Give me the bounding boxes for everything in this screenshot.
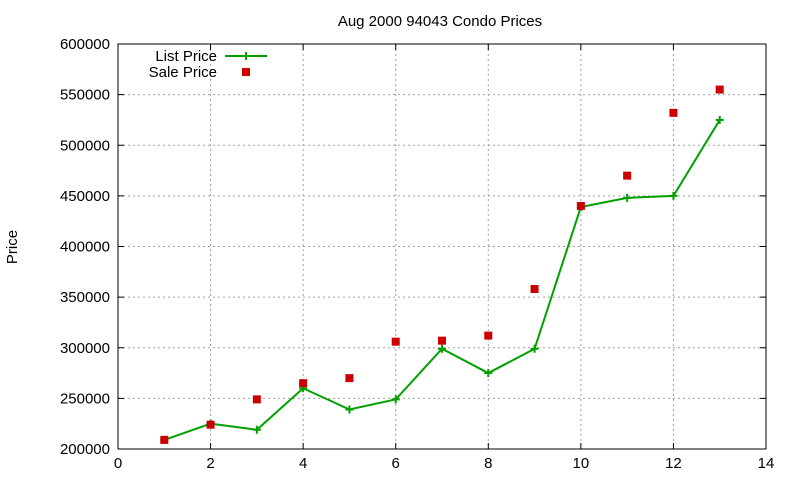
x-tick-label: 4	[299, 455, 307, 472]
x-axis-ticks: 0 2 4 6 8 10 12 14	[114, 44, 775, 472]
y-tick-label: 450000	[60, 188, 110, 205]
y-axis-label: Price	[4, 230, 21, 264]
sale-price-point	[438, 336, 446, 345]
plot-frame	[117, 43, 767, 450]
sale-price-point	[206, 420, 215, 429]
sale-price-point	[345, 374, 354, 383]
sale-price-point	[160, 435, 169, 444]
series-list-price	[160, 115, 724, 444]
sale-price-point	[484, 331, 493, 340]
y-tick-label: 250000	[60, 390, 110, 407]
y-tick-label: 600000	[60, 36, 110, 53]
y-tick-label: 400000	[60, 239, 110, 256]
list-price-point	[484, 369, 493, 378]
y-tick-label: 200000	[60, 441, 110, 458]
sale-price-point	[715, 85, 724, 94]
y-axis-ticks: 200000 250000 300000 350000 400000 450000 5000…	[60, 36, 766, 458]
list-price-point	[438, 344, 446, 353]
sale-price-point	[669, 108, 678, 117]
list-price-point	[391, 395, 400, 404]
list-price-point	[530, 344, 539, 353]
series-sale-price	[160, 85, 724, 444]
list-price-point	[669, 191, 678, 200]
list-price-point	[252, 425, 261, 434]
legend-label: Sale Price	[149, 64, 217, 81]
legend-swatch-marker	[242, 68, 250, 76]
sale-price-point	[299, 379, 308, 388]
grid-lines	[118, 44, 766, 449]
plot-series	[160, 85, 724, 444]
y-tick-label: 300000	[60, 340, 110, 357]
sale-price-point	[391, 337, 400, 346]
y-tick-label: 550000	[60, 87, 110, 104]
x-tick-label: 6	[392, 455, 400, 472]
sale-price-point	[623, 171, 632, 180]
sale-price-point	[530, 285, 539, 294]
y-tick-label: 350000	[60, 289, 110, 306]
sale-price-point	[252, 395, 261, 404]
legend-swatch-marker	[242, 52, 250, 60]
sale-price-point	[576, 202, 585, 210]
x-tick-label: 0	[114, 455, 122, 472]
chart-title: Aug 2000 94043 Condo Prices	[338, 13, 542, 30]
x-tick-label: 12	[665, 455, 682, 472]
y-tick-label: 500000	[60, 137, 110, 154]
x-tick-label: 8	[484, 455, 492, 472]
list-price-point	[715, 115, 724, 124]
list-price-point	[345, 405, 354, 414]
legend-label: List Price	[155, 48, 217, 65]
x-tick-label: 2	[206, 455, 214, 472]
x-tick-label: 14	[758, 455, 775, 472]
x-tick-label: 10	[573, 455, 590, 472]
list-price-line	[163, 119, 721, 441]
list-price-point	[623, 193, 632, 202]
